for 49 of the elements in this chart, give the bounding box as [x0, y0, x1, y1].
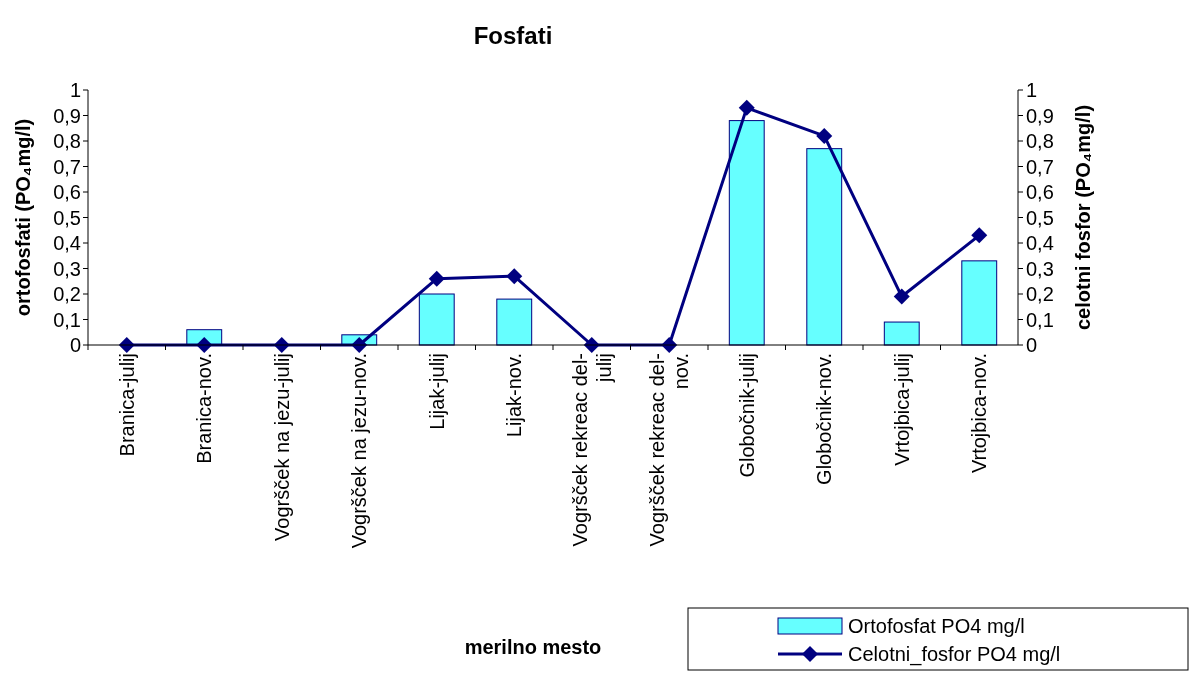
x-tick-label: Globočnik-julij [735, 353, 758, 478]
legend-label: Ortofosfat PO4 mg/l [848, 615, 1025, 637]
point [971, 227, 988, 244]
x-tick-label: Vogršček na jezu-nov. [348, 353, 371, 549]
y-tick-label: 0,1 [53, 308, 81, 331]
y2-tick-label: 0,2 [1026, 283, 1054, 305]
point [816, 127, 833, 144]
x-tick-label: Vrtojbica-julij [890, 353, 913, 466]
y2-tick-label: 0,4 [1026, 232, 1054, 254]
point [893, 288, 910, 305]
y-axis-title: ortofosfati (PO₄mg/l) [12, 118, 34, 317]
x-tick-label: Branica-julij [115, 353, 138, 457]
y2-tick-label: 0 [1026, 334, 1038, 356]
y2-tick-label: 0,6 [1026, 181, 1054, 203]
point [738, 99, 755, 116]
y-tick-label: 0,7 [53, 155, 81, 178]
point [506, 268, 523, 285]
y2-tick-label: 0,7 [1026, 155, 1054, 178]
x-tick-label: Vogršček rekreac del-julij [568, 353, 615, 547]
y2-axis-title: celotni fosfor (PO₄mg/l) [1072, 104, 1094, 331]
y2-tick-label: 1 [1026, 79, 1038, 101]
bar [883, 321, 920, 346]
chart-title: Fosfati [473, 22, 553, 49]
y-tick-label: 0 [69, 334, 81, 356]
y-tick-label: 1 [69, 79, 81, 101]
y-tick-label: 0,2 [53, 283, 81, 305]
bar [496, 298, 533, 346]
x-tick-label: Vogršček na jezu-julij [270, 353, 293, 541]
y2-tick-label: 0,8 [1026, 130, 1054, 152]
x-tick-label: Lijak-julij [425, 353, 448, 430]
x-tick-label: Lijak-nov. [503, 353, 526, 438]
y-tick-label: 0,5 [53, 206, 81, 229]
y2-tick-label: 0,1 [1026, 308, 1054, 331]
y-tick-label: 0,3 [53, 257, 81, 280]
x-axis-title: merilno mesto [464, 636, 602, 658]
y-tick-label: 0,8 [53, 130, 81, 152]
y2-tick-label: 0,3 [1026, 257, 1054, 280]
x-tick-label: Vogršček rekreac del-nov. [646, 353, 693, 547]
bar [961, 260, 998, 346]
y-tick-label: 0,6 [53, 181, 81, 203]
x-tick-label: Globočnik-nov. [813, 353, 836, 485]
x-tick-label: Vrtojbica-nov. [968, 353, 991, 474]
point [428, 270, 445, 287]
y-tick-label: 0,9 [53, 104, 81, 127]
legend-label: Celotni_fosfor PO4 mg/l [848, 643, 1061, 666]
y-tick-label: 0,4 [53, 232, 81, 254]
y2-tick-label: 0,9 [1026, 104, 1054, 127]
x-tick-label: Branica-nov. [193, 353, 216, 464]
y2-tick-label: 0,5 [1026, 206, 1054, 229]
